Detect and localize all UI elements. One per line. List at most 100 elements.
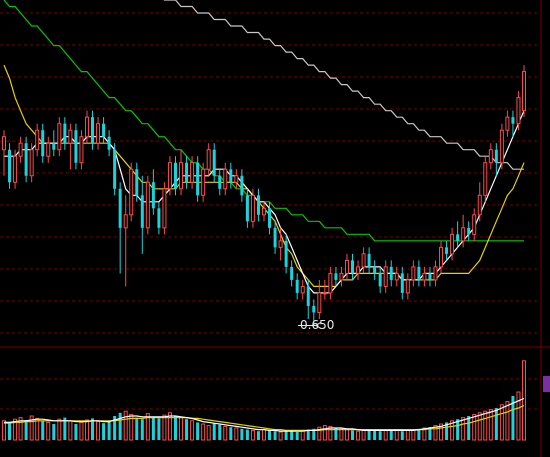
volume-bar xyxy=(477,412,482,441)
candle xyxy=(118,182,122,274)
volume-bar xyxy=(417,428,421,440)
candle xyxy=(52,130,56,157)
candle-body xyxy=(140,195,144,228)
candle xyxy=(201,162,206,202)
volume-bar xyxy=(422,427,427,441)
volume-bar xyxy=(35,417,40,441)
candle-body xyxy=(151,182,155,209)
volume-bar xyxy=(118,412,122,440)
candle xyxy=(167,156,172,196)
volume-bar xyxy=(96,421,101,441)
candle-body xyxy=(400,273,404,293)
candle xyxy=(268,201,272,235)
candle xyxy=(196,156,200,202)
candle-body xyxy=(367,253,371,267)
volume-bar xyxy=(467,416,471,440)
candle-body xyxy=(488,149,493,164)
volume-bar xyxy=(8,422,12,440)
volume-bar xyxy=(113,416,117,440)
candle xyxy=(173,156,177,196)
candle xyxy=(467,221,471,241)
candle xyxy=(433,260,438,287)
volume-bar xyxy=(373,430,377,440)
volume-bar xyxy=(461,417,466,441)
candle-body xyxy=(483,162,488,196)
candle xyxy=(300,279,305,300)
candle xyxy=(2,130,6,176)
candle xyxy=(417,260,421,287)
candle-body xyxy=(190,162,195,183)
candle xyxy=(389,260,393,287)
candle-body xyxy=(417,266,421,280)
candle xyxy=(229,162,233,189)
candle xyxy=(284,234,288,274)
volume-bar xyxy=(52,424,56,440)
candle xyxy=(361,247,366,274)
candle xyxy=(411,260,416,287)
candle xyxy=(461,214,466,248)
volume-bar xyxy=(129,413,134,441)
candle xyxy=(295,273,299,300)
candle xyxy=(245,188,249,228)
candle xyxy=(145,175,150,235)
volume-bar xyxy=(433,425,438,441)
candle xyxy=(18,136,23,163)
candle-body xyxy=(356,266,361,274)
candle-body xyxy=(46,142,51,157)
candle-body xyxy=(450,233,455,255)
volume-bar xyxy=(167,412,172,441)
candle xyxy=(13,149,18,189)
volume-bar xyxy=(206,425,211,441)
candle-body xyxy=(268,208,272,228)
volume-bar xyxy=(229,427,233,440)
candle-body xyxy=(240,175,244,196)
candle xyxy=(306,279,310,319)
volume-bar xyxy=(256,431,260,440)
candle xyxy=(57,117,62,157)
candle xyxy=(206,143,211,176)
candle xyxy=(488,143,493,170)
candle xyxy=(290,260,294,287)
volume-bar xyxy=(328,425,333,441)
candle-body xyxy=(505,116,510,131)
candle-body xyxy=(405,279,410,294)
volume-bar xyxy=(344,429,349,441)
candle xyxy=(522,65,526,118)
candle-body xyxy=(344,259,349,274)
candle xyxy=(107,130,111,157)
candle xyxy=(151,169,155,215)
candle xyxy=(405,273,410,300)
low-price-annotation: 0.650 xyxy=(300,318,335,332)
candle xyxy=(400,266,404,300)
volume-bar xyxy=(278,431,283,441)
volume-bar xyxy=(378,431,382,440)
candle-body xyxy=(84,116,89,138)
volume-bar xyxy=(24,420,28,440)
volume-bar xyxy=(223,425,228,441)
volume-bar xyxy=(505,401,510,441)
volume-bar xyxy=(140,419,144,440)
candle-body xyxy=(206,149,211,170)
candle xyxy=(394,266,399,287)
candle-body xyxy=(234,175,239,183)
candle xyxy=(190,156,195,189)
volume-bar xyxy=(494,408,498,440)
candle-body xyxy=(41,130,45,157)
candle-body xyxy=(218,175,222,189)
candle-body xyxy=(373,266,377,274)
candle-body xyxy=(394,272,399,281)
candle-body xyxy=(129,168,134,216)
candle-body xyxy=(378,273,382,287)
candle-body xyxy=(52,143,56,150)
volume-bar xyxy=(123,410,128,441)
candle-body xyxy=(2,136,6,151)
volume-bar xyxy=(162,414,167,441)
volume-bar xyxy=(63,417,67,440)
candle xyxy=(185,156,189,189)
candle xyxy=(79,130,84,170)
volume-bar xyxy=(488,409,493,441)
candle xyxy=(356,260,361,280)
candle xyxy=(262,201,266,222)
candle xyxy=(428,266,432,287)
